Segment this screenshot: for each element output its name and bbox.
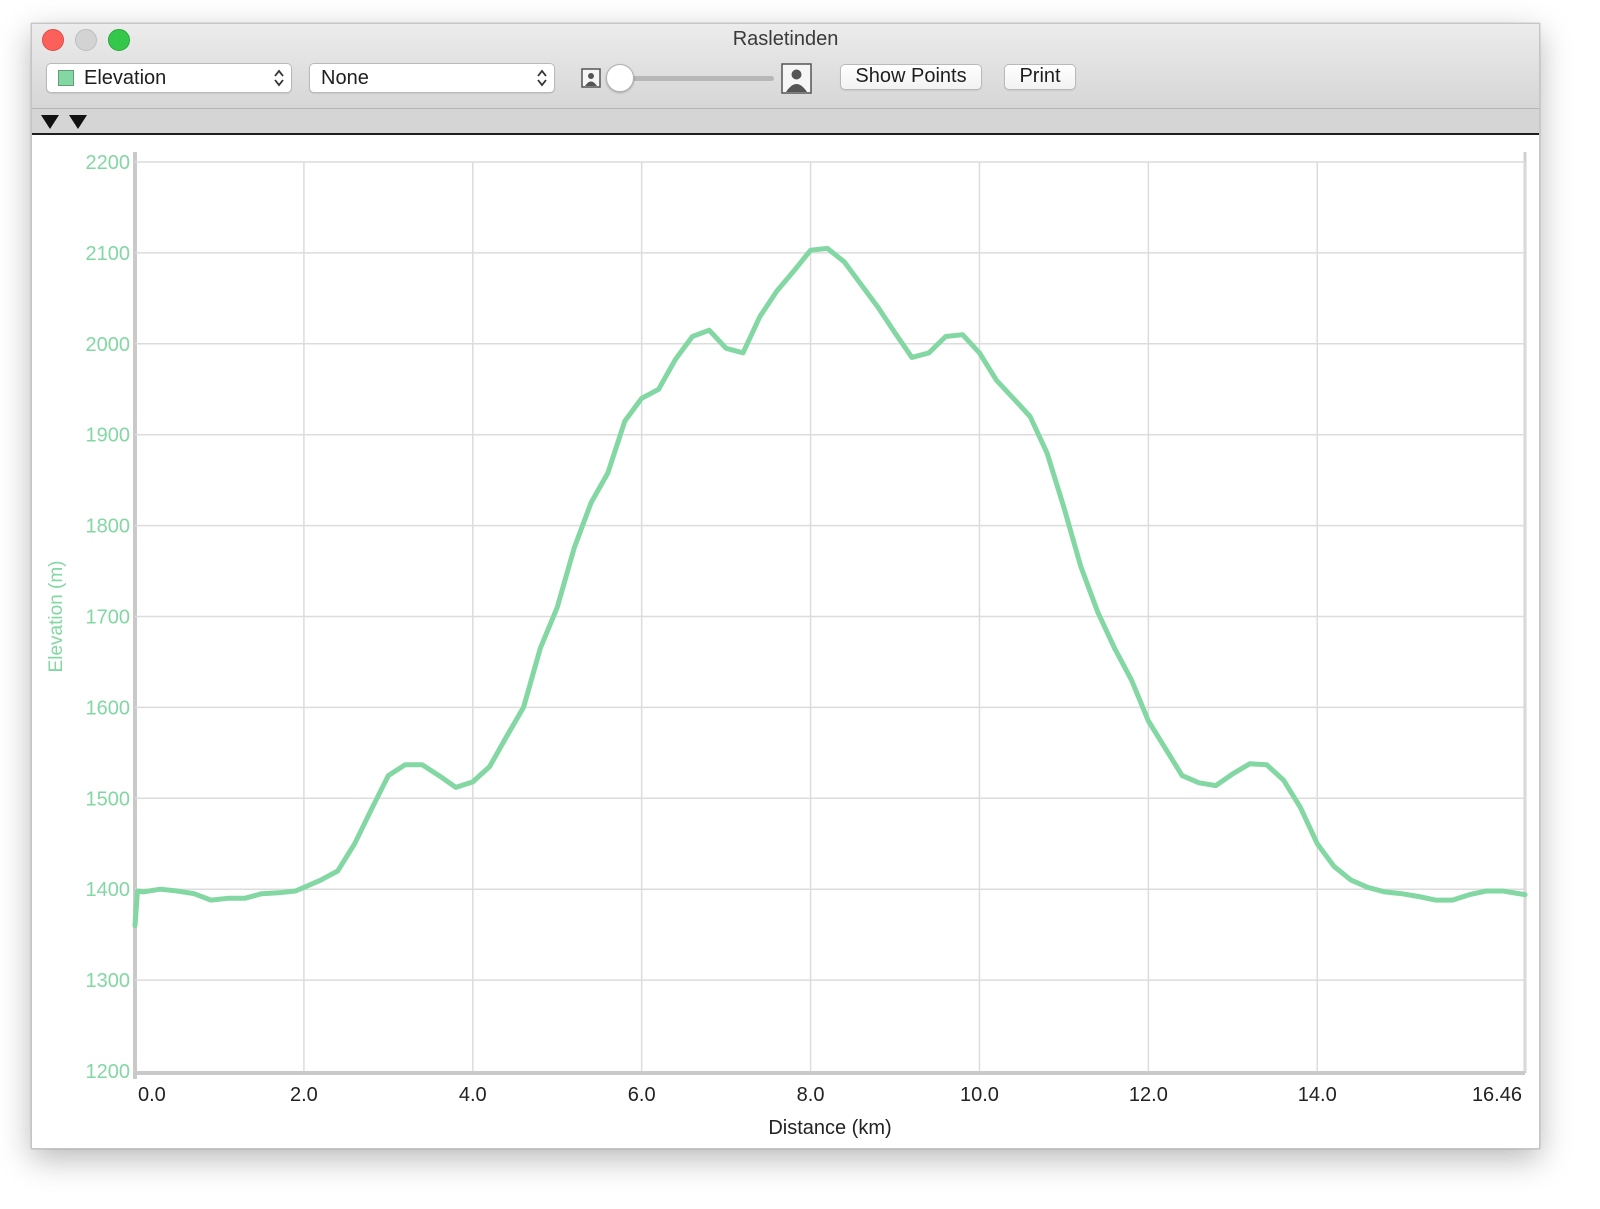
primary-data-select[interactable]: Elevation bbox=[46, 63, 292, 93]
x-tick-label: 0.0 bbox=[138, 1084, 166, 1106]
window-title: Rasletinden bbox=[732, 28, 839, 50]
minimize-window-button[interactable] bbox=[75, 29, 97, 51]
y-tick-label: 1600 bbox=[86, 697, 131, 719]
x-tick-label: 14.0 bbox=[1298, 1084, 1337, 1106]
person-small-icon bbox=[581, 68, 601, 88]
up-down-chevron-icon bbox=[537, 69, 547, 87]
slider-track[interactable] bbox=[624, 76, 774, 81]
title-bar: Rasletinden Elevation None bbox=[32, 24, 1539, 109]
y-tick-label: 1400 bbox=[86, 879, 131, 901]
elevation-series-line bbox=[132, 245, 1528, 929]
marker-icon[interactable] bbox=[68, 113, 88, 131]
x-tick-label: 4.0 bbox=[459, 1084, 487, 1106]
y-tick-label: 2000 bbox=[86, 334, 131, 356]
x-tick-label: 2.0 bbox=[290, 1084, 318, 1106]
y-tick-label: 2200 bbox=[86, 152, 131, 174]
secondary-data-select[interactable]: None bbox=[309, 63, 555, 93]
y-tick-label: 1800 bbox=[86, 516, 131, 538]
marker-icon[interactable] bbox=[40, 113, 60, 131]
zoom-window-button[interactable] bbox=[108, 29, 130, 51]
x-tick-label: 12.0 bbox=[1129, 1084, 1168, 1106]
app-window: Rasletinden Elevation None bbox=[31, 23, 1540, 1149]
y-tick-label: 1500 bbox=[86, 788, 131, 810]
elevation-chart: 1200 1300 1400 1500 1600 1700 1800 1900 2000 2100… bbox=[46, 152, 1528, 1139]
x-axis-label: Distance (km) bbox=[768, 1117, 891, 1139]
slider-knob[interactable] bbox=[606, 64, 634, 92]
y-tick-label: 2100 bbox=[86, 243, 131, 265]
x-tick-label: 16.46 bbox=[1472, 1084, 1522, 1106]
x-tick-label: 8.0 bbox=[797, 1084, 825, 1106]
show-points-button[interactable]: Show Points bbox=[840, 64, 982, 90]
series-color-swatch bbox=[58, 70, 74, 86]
y-tick-label: 1700 bbox=[86, 607, 131, 629]
marker-bar bbox=[32, 109, 1539, 135]
person-large-icon bbox=[781, 63, 812, 94]
x-tick-label: 10.0 bbox=[960, 1084, 999, 1106]
up-down-chevron-icon bbox=[274, 69, 284, 87]
print-button[interactable]: Print bbox=[1004, 64, 1076, 90]
y-tick-label: 1900 bbox=[86, 425, 131, 447]
x-tick-label: 6.0 bbox=[628, 1084, 656, 1106]
y-tick-label: 1200 bbox=[86, 1061, 131, 1083]
primary-select-value: Elevation bbox=[84, 67, 167, 89]
y-tick-label: 1300 bbox=[86, 970, 131, 992]
y-axis-label: Elevation (m) bbox=[46, 561, 67, 673]
close-window-button[interactable] bbox=[42, 29, 64, 51]
secondary-select-value: None bbox=[321, 67, 369, 89]
